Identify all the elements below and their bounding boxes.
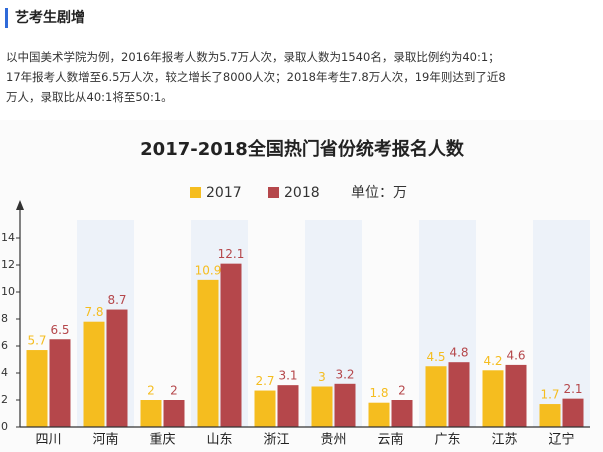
value-label: 2 (398, 384, 406, 398)
bar (277, 385, 299, 427)
value-label: 8.7 (107, 293, 126, 307)
bar (539, 404, 561, 427)
value-label: 3.2 (335, 367, 354, 381)
bar (140, 400, 162, 427)
bar (49, 339, 71, 427)
bar (368, 402, 390, 427)
bar (391, 400, 413, 427)
value-label: 4.5 (426, 350, 445, 364)
legend-swatch (268, 187, 279, 198)
bar (425, 366, 447, 427)
paragraph-line: 以中国美术学院为例，2016年报考人数为5.7万人次，录取人数为1540名，录取… (6, 50, 500, 64)
paragraph: 以中国美术学院为例，2016年报考人数为5.7万人次，录取人数为1540名，录取… (6, 47, 506, 107)
value-label: 4.6 (506, 348, 525, 362)
x-tick-label: 贵州 (320, 433, 346, 448)
column-band (533, 220, 590, 427)
value-label: 2.7 (255, 374, 274, 388)
bar (220, 263, 242, 427)
y-tick-label: 14 (1, 231, 15, 244)
value-label: 4.8 (449, 346, 468, 360)
y-axis-arrow (16, 200, 24, 210)
x-tick-label: 江苏 (491, 432, 517, 448)
value-label: 2.1 (563, 382, 582, 396)
y-tick-label: 8 (1, 312, 8, 325)
paragraph-line: 万人，录取比从40:1将至50:1。 (6, 90, 173, 104)
x-tick-label: 云南 (377, 432, 403, 448)
bar (562, 398, 584, 427)
bar (482, 370, 504, 427)
x-tick-label: 重庆 (149, 432, 175, 448)
bar (163, 400, 185, 427)
bar (197, 279, 219, 427)
bar (334, 383, 356, 427)
y-tick-label: 10 (1, 285, 15, 298)
x-tick-label: 浙江 (263, 433, 289, 448)
y-tick-label: 0 (1, 420, 8, 433)
value-label: 3.1 (278, 369, 297, 383)
bar (505, 364, 527, 427)
bar (26, 350, 48, 427)
legend-label: 2017 (206, 185, 242, 201)
value-label: 3 (318, 370, 326, 384)
value-label: 5.7 (27, 334, 46, 348)
chart: 2017-2018全国热门省份统考报名人数 2017 2018 单位：万 0 2 4 6 8 1… (0, 120, 603, 452)
value-label: 2 (170, 384, 178, 398)
y-tick-label: 6 (1, 339, 8, 352)
y-tick-label: 4 (1, 366, 8, 379)
y-tick-label: 12 (1, 258, 15, 271)
value-label: 6.5 (50, 323, 69, 337)
bar (106, 309, 128, 427)
x-tick-label: 广东 (434, 433, 460, 448)
value-label: 1.7 (540, 388, 559, 402)
section-title: 艺考生剧增 (5, 8, 85, 28)
unit-label: 单位：万 (351, 185, 407, 201)
x-tick-label: 河南 (92, 432, 118, 448)
x-tick-label: 四川 (35, 433, 61, 448)
x-tick-label: 山东 (206, 433, 232, 448)
bar (311, 386, 333, 427)
legend-swatch (190, 187, 201, 198)
bar (254, 390, 276, 427)
x-tick-label: 辽宁 (548, 432, 574, 448)
value-label: 7.8 (84, 305, 103, 319)
value-label: 12.1 (218, 247, 245, 261)
bar (83, 321, 105, 427)
y-tick-label: 2 (1, 393, 8, 406)
bar (448, 362, 470, 427)
value-label: 1.8 (369, 386, 388, 400)
chart-title: 2017-2018全国热门省份统考报名人数 (140, 138, 465, 160)
paragraph-line: 17年报考人数增至6.5万人次，较之增长了8000人次；2018年考生7.8万人… (6, 70, 506, 84)
value-label: 2 (147, 384, 155, 398)
value-label: 4.2 (483, 354, 502, 368)
legend-label: 2018 (284, 185, 320, 201)
value-label: 10.9 (195, 263, 222, 277)
